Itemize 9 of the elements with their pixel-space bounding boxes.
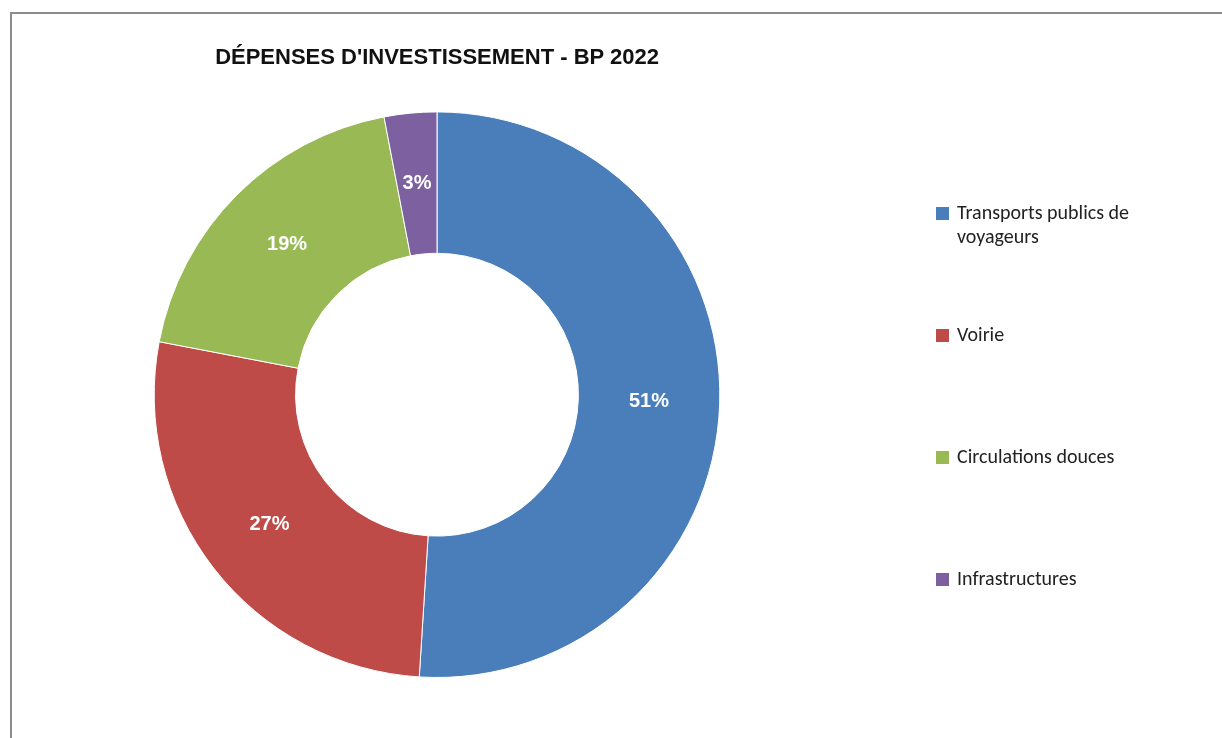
legend-label: Infrastructures bbox=[957, 566, 1077, 590]
legend-label: Circulations douces bbox=[957, 444, 1115, 468]
data-label: 19% bbox=[267, 232, 308, 255]
legend-label: Voirie bbox=[957, 322, 1005, 346]
legend-label: Transports publics de voyageurs bbox=[957, 200, 1130, 248]
data-label: 27% bbox=[249, 512, 290, 535]
data-label: 3% bbox=[402, 171, 432, 194]
data-label: 51% bbox=[628, 388, 670, 411]
chart-title: DÉPENSES D'INVESTISSEMENT - BP 2022 bbox=[215, 44, 659, 70]
